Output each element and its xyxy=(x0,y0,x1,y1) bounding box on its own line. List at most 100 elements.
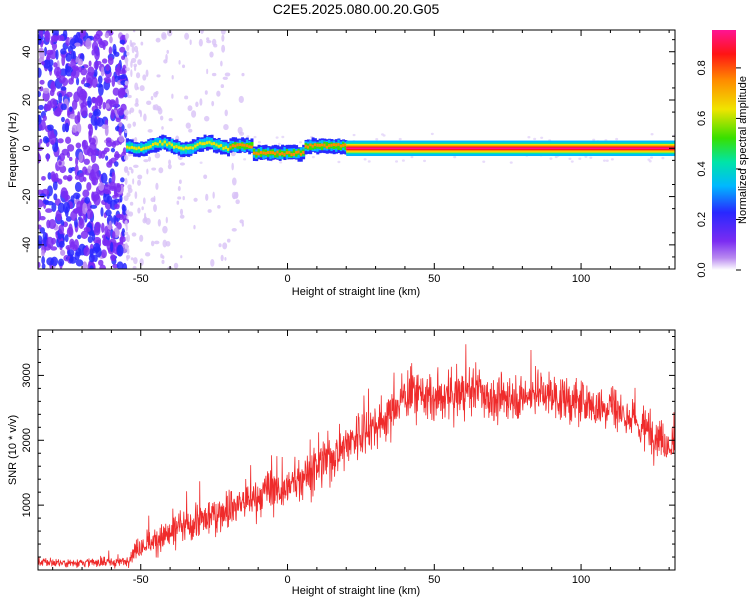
noise-blob xyxy=(84,196,91,204)
noise-blob xyxy=(125,33,128,41)
noise-blob xyxy=(277,142,281,146)
noise-blob xyxy=(41,175,46,181)
noise-blob xyxy=(48,59,54,67)
noise-blob xyxy=(453,155,457,159)
signal-cell xyxy=(285,151,289,155)
noise-blob xyxy=(124,56,128,64)
noise-blob xyxy=(136,86,139,90)
noise-blob xyxy=(42,115,47,122)
noise-blob xyxy=(153,91,158,98)
noise-blob xyxy=(75,259,84,267)
noise-blob xyxy=(275,136,279,139)
noise-blob xyxy=(67,144,75,152)
noise-blob xyxy=(615,137,619,141)
noise-blob xyxy=(222,242,228,250)
noise-blob xyxy=(115,184,122,193)
noise-blob xyxy=(102,184,111,195)
signal-cell xyxy=(250,142,254,149)
y-tick-label: 1000 xyxy=(21,493,33,517)
noise-blob xyxy=(69,113,77,120)
noise-blob xyxy=(131,232,137,237)
signal-cell xyxy=(335,143,339,147)
noise-blob xyxy=(94,221,101,230)
signal-cell xyxy=(278,152,282,156)
noise-blob xyxy=(210,259,215,267)
signal-cell xyxy=(309,144,313,151)
noise-blob xyxy=(75,156,79,166)
signal-cell xyxy=(142,146,146,150)
noise-blob xyxy=(46,257,54,266)
signal-cell xyxy=(320,144,324,151)
noise-blob xyxy=(110,108,115,120)
noise-blob xyxy=(238,95,244,104)
noise-blob xyxy=(549,157,553,160)
noise-blob xyxy=(50,171,56,181)
noise-blob xyxy=(125,210,128,214)
noise-blob xyxy=(165,216,168,224)
noise-blob xyxy=(137,207,141,214)
noise-blob xyxy=(241,72,245,77)
noise-blob xyxy=(111,75,116,88)
colorbar-label: Normalized spectral amplitude xyxy=(737,76,749,224)
noise-blob xyxy=(45,208,53,213)
y-tick-label: 3000 xyxy=(21,363,33,387)
noise-blob xyxy=(146,168,149,175)
noise-blob xyxy=(122,262,128,269)
noise-blob xyxy=(150,197,156,203)
noise-blob xyxy=(578,157,582,160)
noise-blob xyxy=(87,236,94,243)
signal-cell xyxy=(229,145,233,149)
noise-blob xyxy=(180,255,183,259)
noise-blob xyxy=(115,97,119,109)
noise-blob xyxy=(281,135,285,139)
noise-blob xyxy=(58,75,66,84)
x-tick-label: 50 xyxy=(428,574,440,586)
noise-blob xyxy=(64,234,69,243)
noise-blob xyxy=(53,62,58,68)
noise-blob xyxy=(85,38,92,50)
noise-blob xyxy=(101,58,108,64)
noise-blob xyxy=(661,156,665,160)
noise-blob xyxy=(232,177,237,186)
noise-blob xyxy=(82,176,87,182)
signal-cell xyxy=(316,143,320,147)
noise-blob xyxy=(42,87,50,94)
signal-cell xyxy=(163,140,167,144)
noise-blob xyxy=(592,138,596,142)
noise-blob xyxy=(134,191,138,200)
noise-blob xyxy=(375,138,379,141)
noise-blob xyxy=(38,153,42,164)
noise-blob xyxy=(224,72,231,77)
noise-blob xyxy=(38,67,42,78)
signal-cell xyxy=(257,152,261,156)
signal-cell xyxy=(250,145,254,149)
noise-blob xyxy=(589,156,593,159)
noise-blob xyxy=(51,34,59,43)
noise-blob xyxy=(178,179,182,184)
noise-blob xyxy=(79,88,87,101)
signal-cell xyxy=(330,143,334,147)
signal-cell xyxy=(278,149,282,156)
signal-cell xyxy=(274,152,277,156)
noise-blob xyxy=(382,134,386,137)
noise-blob xyxy=(161,259,165,265)
signal-cell xyxy=(276,151,280,158)
noise-blob xyxy=(132,121,137,127)
noise-blob xyxy=(222,76,228,80)
noise-blob xyxy=(116,222,122,230)
noise-blob xyxy=(71,50,75,61)
noise-blob xyxy=(50,246,58,251)
noise-blob xyxy=(117,107,125,116)
noise-blob xyxy=(139,234,144,242)
noise-blob xyxy=(239,131,245,136)
noise-blob xyxy=(179,208,184,216)
noise-blob xyxy=(89,204,98,209)
noise-blob xyxy=(85,208,94,220)
noise-blob xyxy=(100,207,104,217)
noise-blob xyxy=(142,74,147,81)
y-tick-label: 20 xyxy=(21,94,33,106)
noise-blob xyxy=(130,60,133,68)
noise-blob xyxy=(554,155,558,159)
signal-cell xyxy=(292,149,296,156)
noise-blob xyxy=(112,140,121,146)
